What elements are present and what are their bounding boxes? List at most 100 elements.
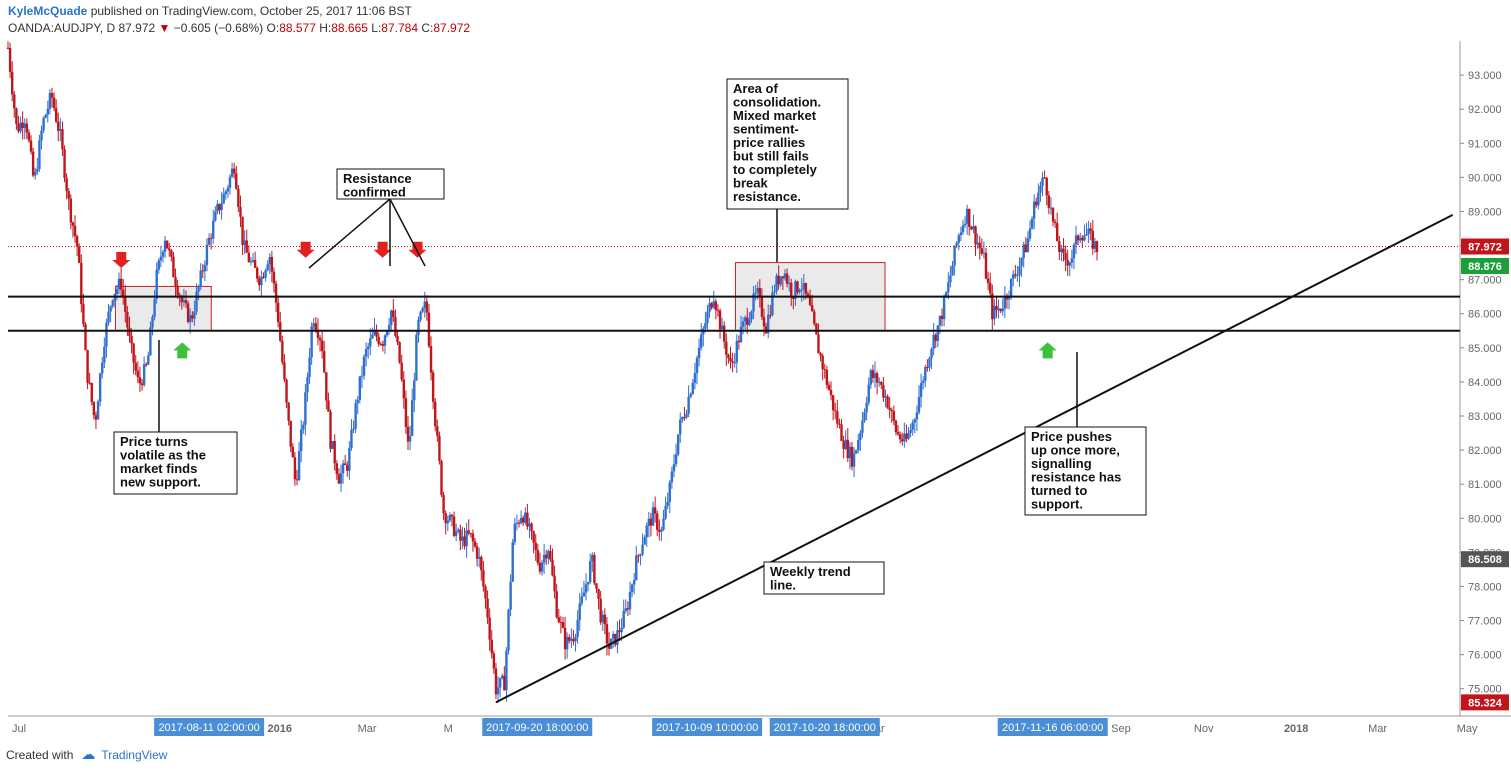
- candle-up: [48, 93, 52, 109]
- candle-down: [790, 282, 793, 298]
- candle-up: [612, 633, 615, 639]
- candle-up: [423, 301, 426, 309]
- candle-up: [708, 303, 711, 312]
- candle-down: [258, 278, 261, 286]
- candle-down: [285, 379, 288, 403]
- y-tick-label: 76.000: [1468, 650, 1502, 662]
- candle-up: [117, 278, 121, 290]
- candle-up: [959, 232, 963, 236]
- candle-up: [909, 429, 912, 433]
- candle-down: [186, 303, 190, 323]
- candle-up: [457, 529, 460, 532]
- candle-down: [400, 362, 403, 380]
- author-link[interactable]: KyleMcQuade: [8, 4, 88, 18]
- candle-up: [362, 356, 366, 376]
- candle-down: [232, 168, 236, 174]
- candle-up: [917, 397, 921, 413]
- candle-down: [758, 287, 762, 297]
- candle-down: [683, 417, 686, 419]
- symbol-label[interactable]: OANDA:AUDJPY, D: [8, 21, 116, 35]
- candle-up: [155, 269, 158, 299]
- candle-down: [836, 411, 839, 424]
- y-tick-label: 93.000: [1468, 70, 1502, 82]
- candle-down: [880, 382, 883, 385]
- footer: Created with ☁ TradingView: [6, 746, 167, 763]
- candle-up: [741, 321, 745, 327]
- candle-up: [664, 505, 667, 519]
- candle-down: [54, 108, 58, 122]
- candle-up: [465, 530, 468, 547]
- candle-up: [413, 380, 416, 401]
- candle-down: [486, 598, 489, 618]
- candle-down: [626, 608, 630, 610]
- candle-up: [509, 581, 512, 610]
- candle-down: [1064, 252, 1067, 260]
- candle-down: [970, 226, 973, 230]
- candle-up: [46, 108, 49, 115]
- annotation-text: resistance.: [733, 189, 801, 204]
- candle-down: [314, 323, 318, 330]
- candle-up: [574, 636, 577, 642]
- annotation-text: Weekly trend: [770, 564, 851, 579]
- candle-up: [775, 275, 778, 292]
- candle-down: [484, 586, 487, 599]
- candle-down: [834, 410, 837, 412]
- candle-down: [792, 297, 795, 299]
- candle-up: [331, 441, 334, 449]
- ohlc-line: OANDA:AUDJPY, D 87.972 ▼ −0.605 (−0.68%)…: [8, 20, 470, 37]
- candle-down: [1066, 259, 1069, 266]
- crosshair-date-label: 2017-10-20 18:00:00: [774, 722, 876, 734]
- open-value: 88.577: [279, 21, 316, 35]
- candle-down: [394, 317, 397, 336]
- candle-up: [907, 432, 910, 439]
- candle-down: [138, 377, 142, 384]
- time-axis[interactable]: Jul2016MarSepMarNov2018MarMayM2017-08-11…: [12, 718, 1478, 736]
- candle-up: [750, 311, 753, 320]
- candle-up: [383, 335, 387, 346]
- y-tick-label: 83.000: [1468, 411, 1502, 423]
- candle-up: [861, 420, 864, 433]
- candle-up: [733, 362, 736, 364]
- candle-up: [993, 305, 996, 320]
- candle-up: [542, 554, 546, 563]
- crosshair-date-box: [482, 718, 593, 736]
- price-axis[interactable]: 93.00092.00091.00090.00089.00088.00087.0…: [1460, 70, 1509, 711]
- candle-up: [1093, 241, 1097, 249]
- candle-down: [86, 350, 89, 383]
- candle-up: [965, 208, 969, 224]
- y-tick-label: 75.000: [1468, 684, 1502, 696]
- y-tick-label: 84.000: [1468, 377, 1502, 389]
- candle-down: [10, 71, 14, 95]
- candle-up: [570, 638, 573, 641]
- candle-up: [620, 627, 623, 633]
- candle-up: [306, 376, 309, 393]
- candle-up: [478, 556, 481, 559]
- candle-down: [25, 123, 29, 133]
- crosshair-date-label: 2017-11-16 06:00:00: [1002, 722, 1103, 734]
- candle-down: [293, 457, 297, 480]
- candle-up: [800, 289, 803, 291]
- candle-up: [957, 235, 960, 243]
- candle-down: [289, 420, 292, 447]
- candle-up: [415, 334, 418, 381]
- candle-down: [237, 188, 240, 207]
- candle-up: [371, 334, 374, 339]
- candle-down: [136, 370, 140, 378]
- candle-down: [553, 575, 556, 592]
- candle-up: [310, 326, 313, 358]
- candle-up: [911, 422, 914, 430]
- candle-down: [905, 433, 908, 439]
- close-value: 87.972: [433, 21, 471, 35]
- candle-up: [40, 130, 43, 141]
- annotation-connector: [308, 198, 391, 269]
- tradingview-link[interactable]: TradingView: [101, 747, 168, 762]
- candle-up: [645, 525, 648, 538]
- price-change: −0.605 (−0.68%): [173, 21, 264, 35]
- candle-down: [871, 370, 875, 379]
- candle-up: [635, 555, 638, 580]
- price-label-box: [1461, 694, 1509, 711]
- candle-down: [840, 424, 843, 441]
- price-label-box: [1461, 258, 1509, 274]
- candle-up: [754, 292, 757, 294]
